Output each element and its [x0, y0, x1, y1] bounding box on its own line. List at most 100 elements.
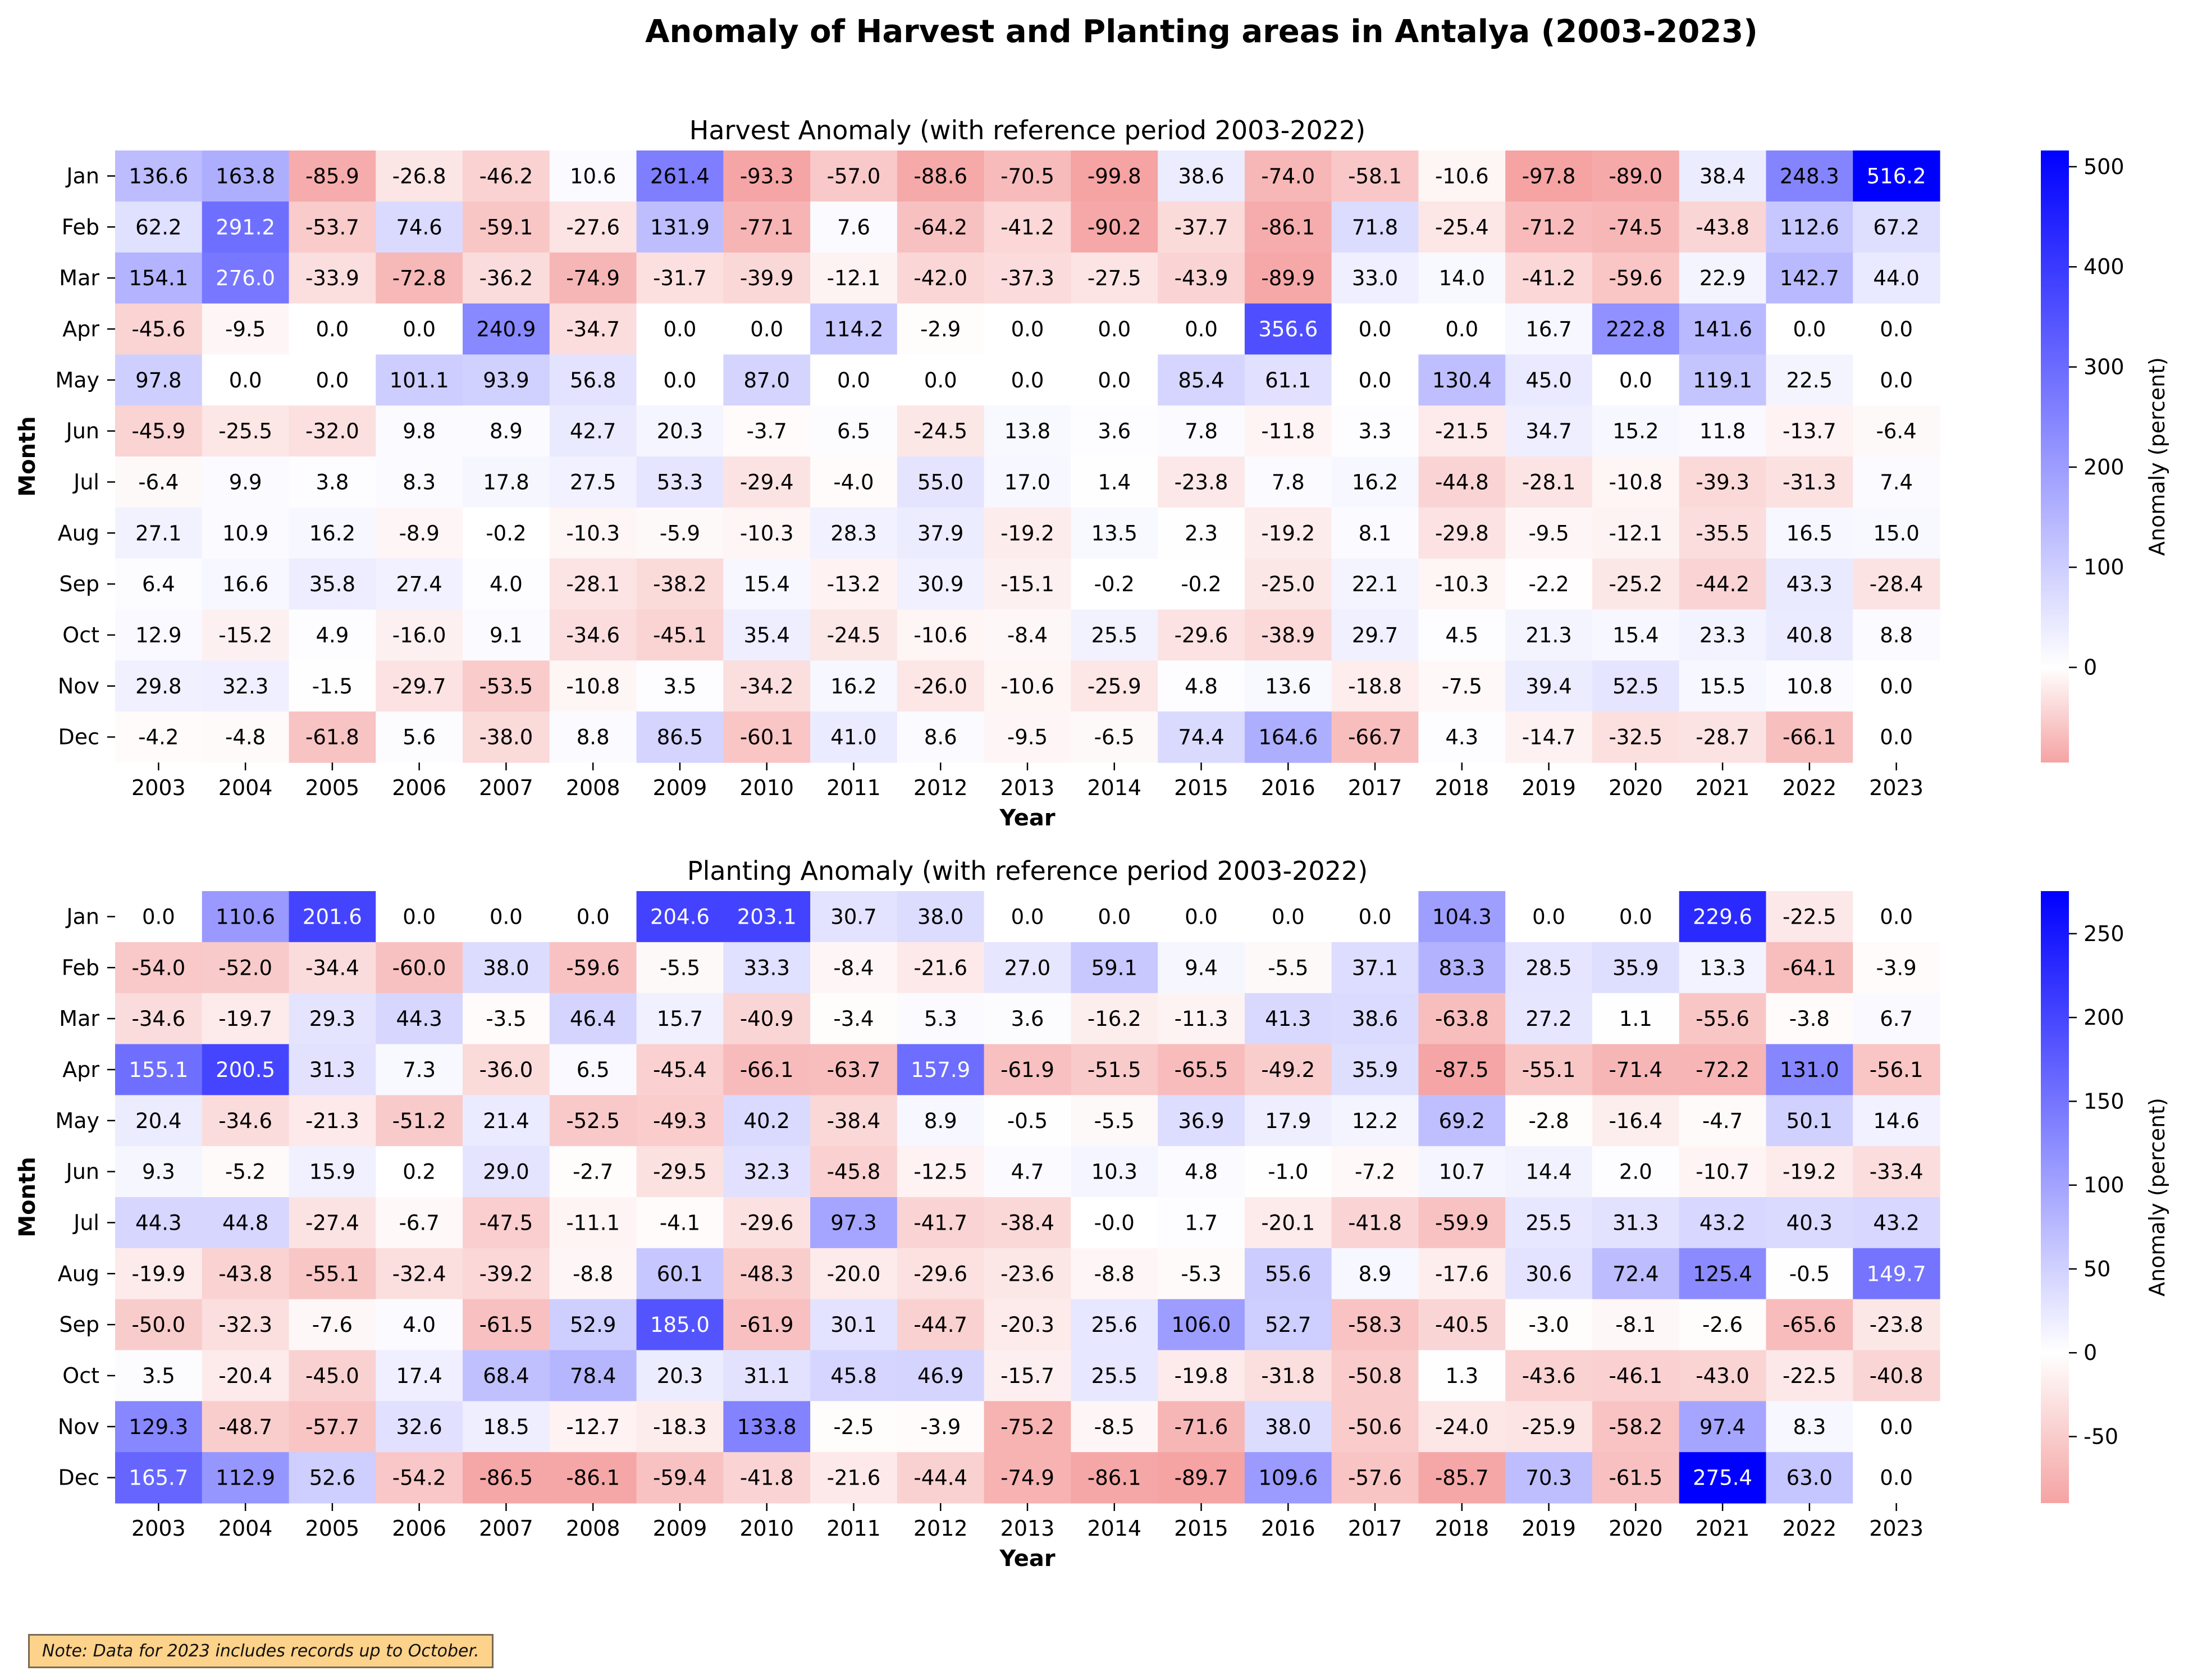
p1-cell-label: -43.8 [1696, 215, 1749, 239]
p1-cell [1158, 405, 1245, 457]
p1-cell [549, 354, 637, 406]
p2-cell-label: 38.6 [1352, 1007, 1398, 1031]
p2-cell-label: -5.5 [1268, 956, 1308, 980]
p1-cell-label: -2.2 [1528, 572, 1569, 596]
p2-cell [1505, 1197, 1593, 1249]
p2-cell [1592, 1095, 1680, 1147]
p1-cell-label: -61.8 [305, 725, 359, 750]
p1-cell [1331, 201, 1419, 253]
p1-cell [1505, 252, 1593, 304]
p2-cell-label: 38.0 [483, 956, 529, 980]
p1-cell [1505, 609, 1593, 661]
p2-cell-label: -22.5 [1783, 1364, 1836, 1388]
p2-cell-label: 44.3 [396, 1007, 442, 1031]
p1-cell [115, 150, 203, 202]
p2-cell [289, 993, 376, 1045]
p2-cell [376, 891, 463, 943]
p2-xtick-label: 2015 [1174, 1516, 1228, 1541]
p2-cell-label: 157.9 [911, 1058, 970, 1082]
p2-cell-label: -8.1 [1615, 1313, 1656, 1337]
p2-cell [897, 1299, 985, 1351]
p2-cell-label: 31.3 [1612, 1211, 1659, 1235]
p1-cell-label: 29.7 [1352, 623, 1398, 647]
p1-cell-label: 0.0 [664, 317, 697, 341]
p1-cell [463, 303, 550, 355]
p1-cell [897, 405, 985, 457]
p2-colorbar-tick-label: -50 [2084, 1424, 2118, 1449]
p2-xtick-label: 2023 [1869, 1516, 1924, 1541]
p2-cell [1331, 891, 1419, 943]
p2-cell-label: -55.1 [305, 1262, 359, 1286]
p2-cell-label: 25.6 [1091, 1313, 1137, 1337]
p1-cell-label: -19.2 [1000, 521, 1054, 545]
p2-cell-label: 43.2 [1699, 1211, 1746, 1235]
p2-cell-label: -51.2 [392, 1109, 446, 1133]
p2-cell [115, 891, 203, 943]
p2-cell [463, 1248, 550, 1300]
p1-cell-label: -58.1 [1348, 164, 1402, 188]
p1-cell-label: 41.0 [830, 725, 876, 750]
p2-cell-label: 2.0 [1619, 1160, 1652, 1184]
p1-cell [1071, 558, 1158, 610]
p1-cell-label: 4.5 [1445, 623, 1478, 647]
p1-cell [376, 507, 463, 559]
p2-cell-label: -71.4 [1609, 1058, 1662, 1082]
p1-xtick-label: 2006 [392, 775, 446, 800]
p2-cell-label: -5.5 [660, 956, 700, 980]
p1-cell [289, 303, 376, 355]
p2-cell-label: -34.4 [305, 956, 359, 980]
p1-cell [1679, 558, 1767, 610]
p1-cell-label: 6.5 [837, 419, 870, 444]
p1-cell-label: -6.5 [1094, 725, 1135, 750]
p2-cell [549, 1350, 637, 1401]
p1-cell [1244, 252, 1332, 304]
p1-cell-label: 52.5 [1612, 674, 1659, 699]
p2-cell-label: 35.9 [1352, 1058, 1398, 1082]
p1-cell-label: 16.5 [1787, 521, 1833, 545]
p1-cell [1853, 660, 1940, 712]
p2-cell [636, 1197, 724, 1249]
p2-cell-label: -43.8 [218, 1262, 272, 1286]
p2-cell-label: -0.5 [1007, 1109, 1048, 1133]
p1-cell [1766, 711, 1853, 763]
p2-xtick-label: 2021 [1696, 1516, 1750, 1541]
p1-cell-label: -10.3 [566, 521, 620, 545]
p1-cell-label: 13.8 [1004, 419, 1050, 444]
p1-cell [463, 711, 550, 763]
p1-cell [1853, 456, 1940, 508]
p1-ytick-label: Oct [62, 623, 99, 647]
p1-cell [1505, 201, 1593, 253]
p2-cell [723, 942, 811, 994]
p1-cell [1592, 354, 1680, 406]
p1-cell [1158, 201, 1245, 253]
p1-cell [810, 150, 898, 202]
p1-cell-label: 0.0 [1793, 317, 1826, 341]
p2-cell-label: 0.0 [577, 905, 610, 929]
p1-cell-label: -59.1 [479, 215, 533, 239]
p2-ytick-label: Nov [58, 1414, 99, 1439]
p1-cell-label: 5.6 [403, 725, 436, 750]
p1-cell-label: -9.5 [1528, 521, 1569, 545]
p1-cell-label: 4.3 [1445, 725, 1478, 750]
p2-cell-label: -3.5 [486, 1007, 526, 1031]
p2-cell-label: -11.1 [566, 1211, 620, 1235]
p2-cell [810, 993, 898, 1045]
p2-cell [1766, 993, 1853, 1045]
p1-cell [1505, 456, 1593, 508]
p2-cell-label: 4.8 [1185, 1160, 1218, 1184]
p1-cell [289, 354, 376, 406]
p2-cell-label: -40.9 [740, 1007, 794, 1031]
p2-cell-label: -3.9 [920, 1415, 961, 1439]
p1-cell [723, 711, 811, 763]
p1-colorbar-tick-label: 100 [2084, 555, 2125, 579]
p2-cell-label: -48.7 [218, 1415, 272, 1439]
p1-cell [202, 150, 290, 202]
p1-cell-label: -13.2 [827, 572, 881, 596]
p2-cell-label: -19.7 [218, 1007, 272, 1031]
p1-cell [897, 252, 985, 304]
p2-ytick-label: Jan [65, 904, 99, 929]
p2-cell [1853, 891, 1940, 943]
p2-cell [1418, 1452, 1506, 1504]
p2-cell [115, 942, 203, 994]
p1-cell-label: 8.9 [490, 419, 523, 444]
